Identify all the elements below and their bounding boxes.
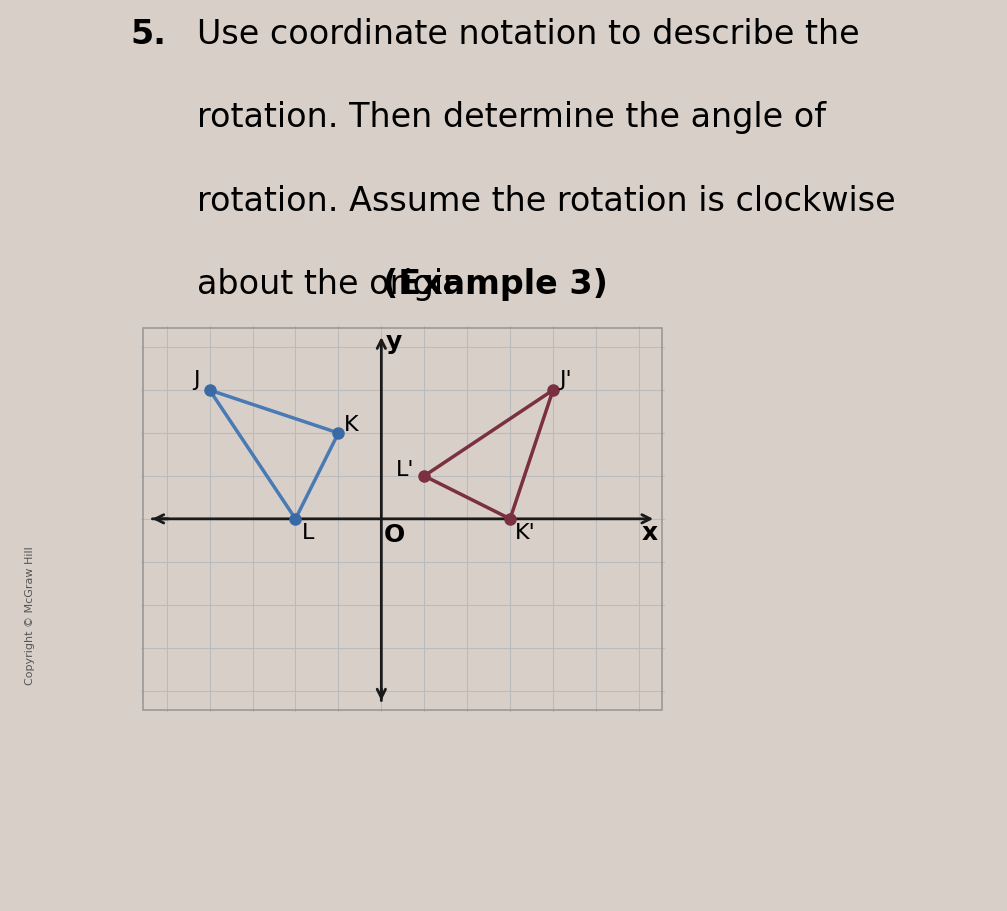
Text: rotation. Then determine the angle of: rotation. Then determine the angle of — [197, 101, 826, 134]
Text: L': L' — [396, 460, 414, 480]
Text: Use coordinate notation to describe the: Use coordinate notation to describe the — [197, 18, 860, 51]
Text: x: x — [641, 520, 658, 544]
Text: K: K — [344, 415, 358, 435]
Text: J: J — [193, 370, 200, 390]
Text: L: L — [302, 522, 314, 542]
Text: about the origin.: about the origin. — [197, 268, 485, 301]
Text: J': J' — [560, 370, 572, 390]
Text: O: O — [384, 522, 405, 547]
Text: 5.: 5. — [131, 18, 167, 51]
Text: (Example 3): (Example 3) — [383, 268, 607, 301]
Text: K': K' — [515, 522, 536, 542]
Text: y: y — [386, 330, 403, 353]
Text: Copyright © McGraw Hill: Copyright © McGraw Hill — [25, 546, 35, 684]
Text: rotation. Assume the rotation is clockwise: rotation. Assume the rotation is clockwi… — [197, 184, 895, 218]
